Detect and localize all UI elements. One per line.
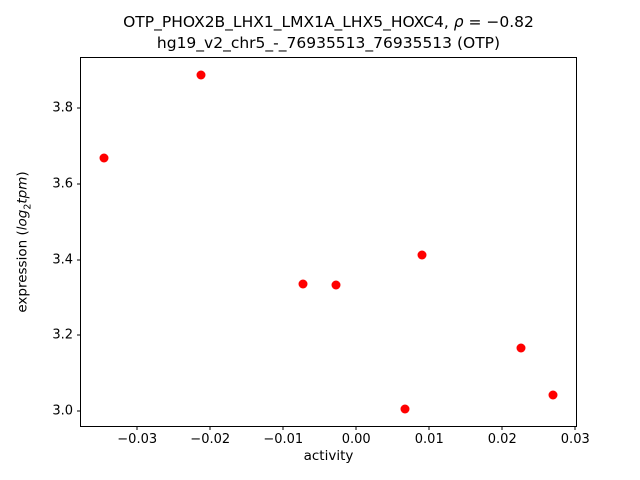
y-tick-label: 3.8 [52, 100, 73, 116]
data-point [548, 390, 558, 400]
x-tick-mark [136, 426, 138, 430]
chart-title-line-1: OTP_PHOX2B_LHX1_LMX1A_LHX5_HOXC4, ρ = −0… [80, 12, 577, 33]
x-tick-label: 0.02 [487, 432, 517, 447]
title-rho-value: = −0.82 [463, 13, 534, 31]
y-tick-mark [77, 107, 81, 109]
y-tick-mark [77, 334, 81, 336]
data-point [417, 250, 427, 260]
chart-title-line-2: hg19_v2_chr5_-_76935513_76935513 (OTP) [156, 34, 501, 52]
chart-title: OTP_PHOX2B_LHX1_LMX1A_LHX5_HOXC4, ρ = −0… [80, 12, 577, 54]
y-tick-mark [77, 183, 81, 185]
x-tick-mark [355, 426, 357, 430]
y-tick-label: 3.6 [52, 176, 73, 192]
y-axis-label-suffix: ) [14, 171, 31, 177]
title-gene-list: OTP_PHOX2B_LHX1_LMX1A_LHX5_HOXC4, [123, 13, 454, 31]
y-axis-label-subscript: 2 [22, 203, 34, 210]
y-tick-label: 3.4 [52, 252, 73, 268]
x-tick-mark [501, 426, 503, 430]
y-axis-label-prefix: expression ( [14, 230, 31, 313]
x-tick-label: −0.02 [190, 432, 231, 447]
rho-symbol: ρ [453, 13, 464, 31]
x-tick-mark [428, 426, 430, 430]
y-axis-label-tpm: tpm [14, 176, 31, 204]
x-tick-label: 0.01 [414, 432, 444, 447]
data-point [99, 153, 109, 163]
y-tick-label: 3.2 [52, 327, 73, 343]
data-point [331, 280, 341, 290]
x-tick-label: 0.03 [560, 432, 590, 447]
x-tick-label: 0.00 [341, 432, 371, 447]
data-point [196, 70, 206, 80]
data-point [516, 343, 526, 353]
y-axis-label-log: log [14, 209, 31, 231]
y-axis-label: expression (log2tpm) [15, 171, 34, 312]
y-tick-mark [77, 410, 81, 412]
x-axis-label: activity [303, 448, 354, 464]
data-point [400, 404, 410, 414]
data-point [298, 279, 308, 289]
plot-area: −0.03 −0.02 −0.01 0.00 0.01 0.02 0.03 3.0 3.2 3.4… [52, 57, 590, 447]
x-tick-mark [574, 426, 576, 430]
x-tick-label: −0.03 [117, 432, 158, 447]
y-tick-label: 3.0 [52, 403, 73, 419]
y-tick-mark [77, 259, 81, 261]
x-tick-mark [209, 426, 211, 430]
x-tick-label: −0.01 [263, 432, 304, 447]
x-tick-mark [282, 426, 284, 430]
